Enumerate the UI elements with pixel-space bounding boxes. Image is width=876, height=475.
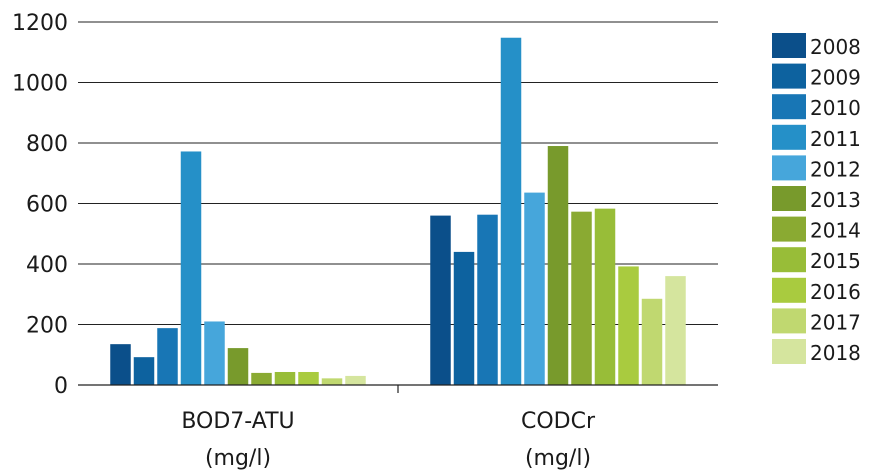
legend-swatch-2011	[772, 124, 806, 150]
legend-swatch-2017	[772, 308, 806, 334]
bar-2015-0	[274, 371, 296, 385]
y-tick-label-1200: 1200	[12, 11, 68, 36]
legend-swatch-2010	[772, 94, 806, 120]
bar-2016-0	[298, 371, 319, 385]
x-category-unit: (mg/l)	[205, 446, 271, 471]
axes	[78, 384, 718, 393]
bar-2012-0	[204, 321, 225, 385]
legend-swatch-2016	[772, 277, 806, 303]
legend-label-2018: 2018	[810, 341, 861, 365]
legend-swatch-2008	[772, 33, 806, 58]
bars	[110, 37, 686, 385]
legend-label-2017: 2017	[810, 310, 861, 334]
y-tick-label-200: 200	[26, 314, 68, 339]
legend-label-2013: 2013	[810, 188, 861, 212]
y-tick-label-400: 400	[26, 253, 68, 278]
bar-2016-1	[618, 266, 639, 385]
bar-2010-1	[477, 214, 498, 385]
bar-2014-1	[571, 211, 592, 385]
y-tick-label-0: 0	[54, 374, 68, 399]
legend-swatch-2012	[772, 155, 806, 181]
bar-2017-1	[641, 298, 663, 385]
y-axis-tick-labels: 0 200 400 600 800 1000 1200	[12, 11, 68, 399]
bar-2014-0	[251, 372, 272, 385]
bar-2013-0	[227, 348, 249, 385]
legend-label-2012: 2012	[810, 157, 861, 181]
legend-swatch-2014	[772, 216, 806, 242]
legend-label-2014: 2014	[810, 219, 861, 243]
bar-2011-1	[500, 37, 522, 385]
legend-label-2015: 2015	[810, 249, 861, 273]
legend-label-2008: 2008	[810, 35, 861, 59]
legend-swatch-2015	[772, 247, 806, 273]
y-tick-label-1000: 1000	[12, 72, 68, 97]
legend-label-2016: 2016	[810, 280, 861, 304]
bar-2009-0	[133, 357, 155, 385]
bar-2013-1	[547, 146, 569, 385]
bar-2008-0	[110, 344, 131, 385]
x-category-label: BOD7-ATU	[181, 409, 294, 434]
x-category-label: CODCr	[521, 409, 596, 434]
bar-2017-0	[321, 378, 343, 385]
bar-2008-1	[430, 215, 451, 385]
legend-label-2009: 2009	[810, 66, 861, 90]
legend-swatch-2013	[772, 186, 806, 211]
bar-2011-0	[180, 151, 202, 385]
x-axis-category-labels: BOD7-ATU (mg/l) CODCr (mg/l)	[181, 409, 596, 471]
bar-2015-1	[594, 208, 616, 385]
y-tick-label-600: 600	[26, 193, 68, 218]
bar-2018-0	[345, 375, 366, 385]
legend-swatch-2018	[772, 339, 806, 364]
bar-2009-1	[453, 251, 475, 385]
bar-2018-1	[665, 276, 686, 385]
legend-label-2010: 2010	[810, 96, 861, 120]
legend: 2008 2009 2010 2011 2012 2013 2014 2015 2016 2017…	[772, 33, 861, 365]
x-category-unit: (mg/l)	[525, 446, 591, 471]
bar-2012-1	[524, 192, 545, 385]
legend-swatch-2009	[772, 63, 806, 89]
y-tick-label-800: 800	[26, 132, 68, 157]
bar-2010-0	[157, 328, 178, 385]
legend-label-2011: 2011	[810, 127, 861, 151]
